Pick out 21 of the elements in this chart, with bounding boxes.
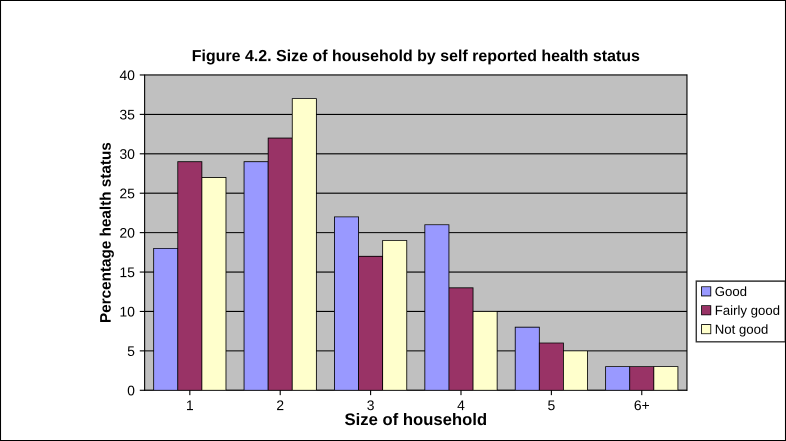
y-tick-label: 40 xyxy=(120,70,134,80)
legend-label: Fairly good xyxy=(716,305,780,318)
x-tick-label: 5 xyxy=(548,400,555,410)
chart-title: Figure 4.2. Size of household by self reported health status xyxy=(192,50,640,64)
y-tick-label: 0 xyxy=(128,386,134,396)
legend-label: Not good xyxy=(716,324,768,337)
y-tick-label: 15 xyxy=(120,268,134,278)
y-tick-label: 20 xyxy=(120,228,134,238)
x-tick-label: 1 xyxy=(187,400,194,410)
y-axis-title: Percentage health status xyxy=(100,142,114,322)
y-tick-label: 30 xyxy=(120,149,134,159)
x-axis-title: Size of household xyxy=(344,412,486,426)
legend-label: Good xyxy=(715,286,746,296)
x-tick-label: 3 xyxy=(367,400,374,410)
y-tick-label: 35 xyxy=(120,110,134,120)
x-tick-label: 4 xyxy=(457,400,464,410)
y-tick-label: 5 xyxy=(128,346,134,356)
x-tick-label: 2 xyxy=(277,400,284,410)
y-tick-label: 10 xyxy=(120,306,134,317)
x-tick-label: 6+ xyxy=(634,400,649,410)
y-tick-label: 25 xyxy=(120,188,134,198)
